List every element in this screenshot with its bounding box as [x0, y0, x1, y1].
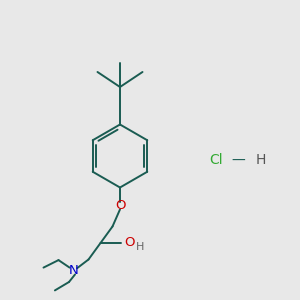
- Text: Cl: Cl: [209, 154, 223, 167]
- Text: O: O: [115, 199, 125, 212]
- Text: —: —: [232, 154, 245, 167]
- Text: H: H: [136, 242, 144, 252]
- Text: H: H: [256, 154, 266, 167]
- Text: N: N: [69, 263, 78, 277]
- Text: O: O: [124, 236, 135, 249]
